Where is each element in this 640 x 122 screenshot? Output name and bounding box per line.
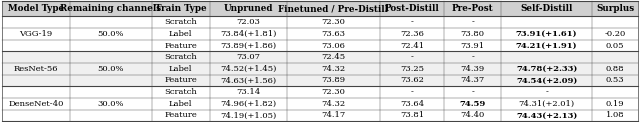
Text: 72.03: 72.03 [236, 18, 260, 26]
Text: Remaining channels: Remaining channels [60, 4, 161, 13]
Text: Label: Label [169, 30, 193, 38]
Text: Scratch: Scratch [164, 88, 197, 96]
Text: 74.37: 74.37 [461, 76, 485, 85]
Text: Feature: Feature [164, 76, 197, 85]
Text: 73.14: 73.14 [236, 88, 260, 96]
Text: 73.64: 73.64 [400, 100, 424, 108]
Bar [3, 98, 638, 110]
Text: 30.0%: 30.0% [97, 100, 124, 108]
Text: 74.21(+1.91): 74.21(+1.91) [516, 41, 577, 50]
Bar [3, 28, 638, 40]
Text: 74.32: 74.32 [321, 65, 346, 73]
Text: 0.53: 0.53 [606, 76, 625, 85]
Text: -: - [471, 18, 474, 26]
Text: 73.25: 73.25 [401, 65, 424, 73]
Text: Scratch: Scratch [164, 53, 197, 61]
Text: 73.91(+1.61): 73.91(+1.61) [516, 30, 577, 38]
Bar [3, 51, 638, 63]
Text: -: - [471, 88, 474, 96]
Text: Surplus: Surplus [596, 4, 634, 13]
Text: 50.0%: 50.0% [97, 65, 124, 73]
Text: 73.80: 73.80 [461, 30, 484, 38]
Text: -: - [471, 53, 474, 61]
Text: ResNet-56: ResNet-56 [14, 65, 58, 73]
Text: 0.19: 0.19 [606, 100, 625, 108]
Text: 73.84(+1.81): 73.84(+1.81) [220, 30, 276, 38]
Text: 74.31(+2.01): 74.31(+2.01) [518, 100, 575, 108]
Text: Scratch: Scratch [164, 18, 197, 26]
Text: 73.63: 73.63 [321, 30, 346, 38]
Text: 73.06: 73.06 [321, 41, 346, 50]
Text: 74.59: 74.59 [460, 100, 486, 108]
Text: Finetuned / Pre-Distill: Finetuned / Pre-Distill [278, 4, 388, 13]
Text: Model Type: Model Type [8, 4, 64, 13]
Text: -: - [411, 18, 414, 26]
Text: 74.78(+2.33): 74.78(+2.33) [516, 65, 577, 73]
Text: -: - [411, 88, 414, 96]
Bar [3, 1, 638, 16]
Text: 73.89: 73.89 [321, 76, 346, 85]
Bar [3, 40, 638, 51]
Text: 74.40: 74.40 [461, 112, 485, 119]
Text: 74.96(+1.82): 74.96(+1.82) [220, 100, 276, 108]
Text: -: - [545, 88, 548, 96]
Text: 72.41: 72.41 [400, 41, 424, 50]
Text: 74.43(+2.13): 74.43(+2.13) [516, 112, 577, 119]
Text: 1.08: 1.08 [606, 112, 625, 119]
Text: -: - [411, 53, 414, 61]
Text: -0.20: -0.20 [605, 30, 626, 38]
Bar [3, 16, 638, 28]
Text: 74.17: 74.17 [321, 112, 346, 119]
Text: 74.54(+2.09): 74.54(+2.09) [516, 76, 577, 85]
Bar [3, 86, 638, 98]
Bar [3, 75, 638, 86]
Bar [3, 63, 638, 75]
Text: 74.19(+1.05): 74.19(+1.05) [220, 112, 276, 119]
Text: Feature: Feature [164, 41, 197, 50]
Text: 72.36: 72.36 [401, 30, 424, 38]
Text: 72.45: 72.45 [321, 53, 346, 61]
Text: 0.05: 0.05 [606, 41, 625, 50]
Bar [3, 110, 638, 121]
Text: 73.07: 73.07 [236, 53, 260, 61]
Text: 73.81: 73.81 [400, 112, 424, 119]
Text: 73.89(+1.86): 73.89(+1.86) [220, 41, 276, 50]
Text: DenseNet-40: DenseNet-40 [8, 100, 64, 108]
Text: 72.30: 72.30 [321, 18, 346, 26]
Text: Label: Label [169, 100, 193, 108]
Text: 74.63(+1.56): 74.63(+1.56) [220, 76, 276, 85]
Text: 74.52(+1.45): 74.52(+1.45) [220, 65, 276, 73]
Text: Self-Distill: Self-Distill [520, 4, 573, 13]
Text: Unpruned: Unpruned [223, 4, 273, 13]
Text: Train Type: Train Type [155, 4, 207, 13]
Text: 74.32: 74.32 [321, 100, 346, 108]
Text: 0.88: 0.88 [606, 65, 625, 73]
Text: Post-Distill: Post-Distill [385, 4, 440, 13]
Text: 73.91: 73.91 [461, 41, 484, 50]
Text: Feature: Feature [164, 112, 197, 119]
Text: Pre-Post: Pre-Post [452, 4, 493, 13]
Text: 50.0%: 50.0% [97, 30, 124, 38]
Text: VGG-19: VGG-19 [20, 30, 53, 38]
Text: 72.30: 72.30 [321, 88, 346, 96]
Text: 74.39: 74.39 [461, 65, 485, 73]
Text: Label: Label [169, 65, 193, 73]
Text: 73.62: 73.62 [401, 76, 424, 85]
